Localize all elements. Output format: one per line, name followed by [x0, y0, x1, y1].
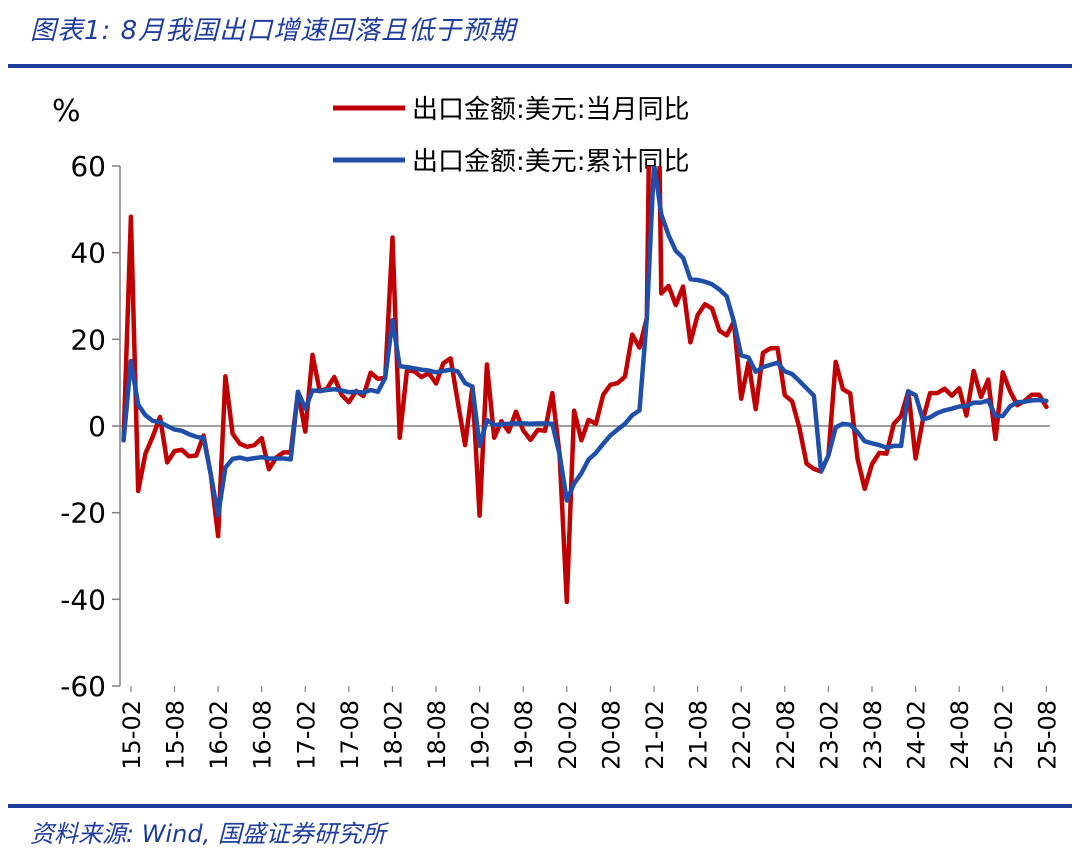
y-tick-label: -40 — [60, 583, 106, 616]
y-tick-label: 60 — [70, 150, 106, 183]
x-tick-label: 20-08 — [597, 700, 625, 770]
x-tick-label: 18-02 — [379, 700, 407, 770]
x-tick-label: 23-02 — [815, 700, 843, 770]
legend-label-0: 出口金额:美元:当月同比 — [412, 95, 690, 125]
y-tick-label: 20 — [70, 323, 106, 356]
source-note: 资料来源: Wind, 国盛证券研究所 — [30, 820, 386, 848]
x-tick-label: 21-02 — [641, 700, 669, 770]
x-tick-label: 22-08 — [772, 700, 800, 770]
x-tick-label: 21-08 — [685, 700, 713, 770]
x-tick-label: 18-08 — [423, 700, 451, 770]
x-tick-label: 22-02 — [728, 700, 756, 770]
series-line-1 — [121, 166, 1049, 518]
x-tick-label: 25-02 — [990, 700, 1018, 770]
x-tick-label: 19-02 — [467, 700, 495, 770]
x-tick-label: 24-08 — [946, 700, 974, 770]
y-tick-label: 0 — [88, 410, 106, 443]
y-tick-label: -20 — [60, 497, 106, 530]
top-rule — [8, 64, 1072, 68]
bottom-rule — [8, 804, 1072, 808]
x-tick-label: 20-02 — [554, 700, 582, 770]
series-line-0 — [121, 166, 1049, 605]
x-tick-label: 16-08 — [249, 700, 277, 770]
y-tick-label: 40 — [70, 237, 106, 270]
x-tick-label: 16-02 — [205, 700, 233, 770]
x-tick-label: 17-08 — [336, 700, 364, 770]
series-layer — [121, 166, 1049, 605]
x-tick-label: 24-02 — [903, 700, 931, 770]
legend-label-1: 出口金额:美元:累计同比 — [412, 147, 690, 177]
x-tick-label: 19-08 — [510, 700, 538, 770]
axes: 60 40 20 0 -20 -40 -60 15-02 15-08 16-02 16-08 17-0… — [60, 150, 1061, 770]
x-tick-label: 15-08 — [161, 700, 189, 770]
x-tick-label: 17-02 — [292, 700, 320, 770]
x-tick-label: 25-08 — [1033, 700, 1061, 770]
x-tick-label: 15-02 — [118, 700, 146, 770]
y-axis-unit: % — [52, 94, 81, 129]
y-tick-label: -60 — [60, 670, 106, 703]
x-tick-label: 23-08 — [859, 700, 887, 770]
chart-title: 图表1: 8月我国出口增速回落且低于预期 — [30, 16, 517, 46]
